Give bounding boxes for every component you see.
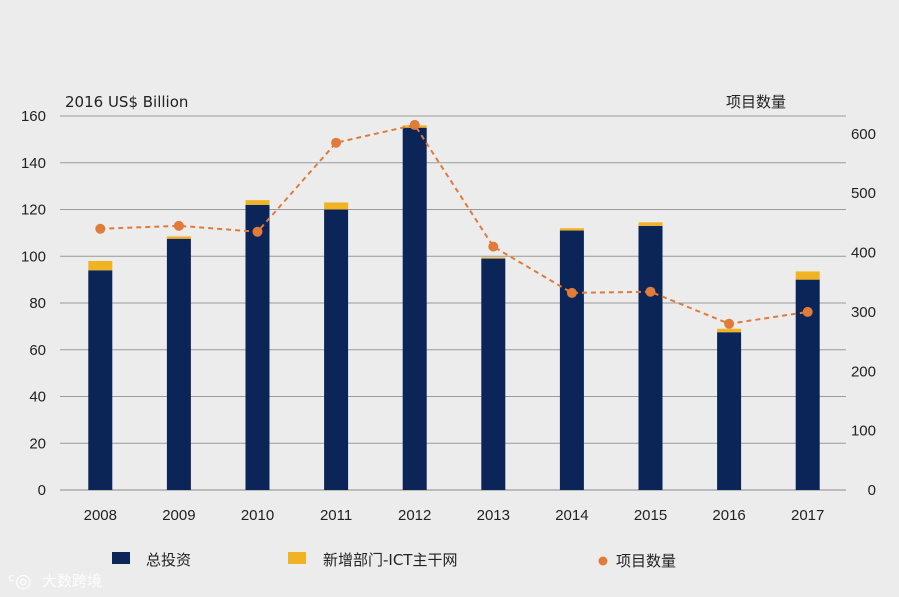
bar-ict-backbone (717, 328, 742, 333)
x-tick-label: 2009 (162, 507, 195, 524)
gridlines (60, 115, 846, 491)
x-tick-label: 2012 (398, 507, 431, 524)
legend-swatch-total-investment (112, 552, 130, 564)
right-axis-label: 项目数量 (726, 93, 786, 111)
bar-ict-backbone (481, 257, 506, 259)
project-count-point (566, 287, 577, 298)
watermark-text: 大数跨境 (42, 572, 102, 590)
left-tick-label: 80 (29, 295, 46, 312)
bar-ict-backbone (166, 236, 191, 239)
project-count-point (488, 241, 499, 252)
x-tick-label: 2010 (241, 507, 274, 524)
project-count-point (645, 286, 656, 297)
right-tick-label: 400 (851, 245, 876, 262)
bar-total-investment (638, 225, 663, 491)
left-tick-label: 100 (21, 248, 46, 265)
bar-total-investment (324, 209, 349, 490)
x-tick-label: 2008 (84, 507, 117, 524)
bar-total-investment (88, 270, 113, 490)
project-count-point (331, 137, 342, 148)
bar-ict-backbone (638, 222, 663, 226)
project-count-line (100, 123, 808, 325)
left-tick-label: 0 (38, 482, 46, 499)
bar-ict-backbone (795, 271, 820, 280)
bar-total-investment (481, 258, 506, 490)
line-series (95, 119, 813, 329)
project-count-point (802, 306, 813, 317)
left-tick-label: 60 (29, 342, 46, 359)
bar-total-investment (245, 204, 270, 490)
right-tick-label: 300 (851, 304, 876, 321)
right-tick-label: 500 (851, 185, 876, 202)
x-tick-label: 2011 (320, 507, 352, 524)
right-tick-label: 100 (851, 423, 876, 440)
project-count-point (173, 220, 184, 231)
watermark-logo-icon: ᶜ◎ (8, 570, 32, 592)
bar-series (88, 125, 820, 491)
x-tick-label: 2013 (477, 507, 510, 524)
legend-label-project-count: 项目数量 (616, 552, 676, 570)
axes: 0 20 40 60 80 100 120 140 160 0 100 200 300 400 500 600… (21, 108, 876, 524)
left-tick-label: 20 (29, 435, 46, 452)
legend: 总投资 新增部门-ICT主干网 项目数量 (112, 551, 676, 570)
bar-total-investment (717, 332, 742, 490)
right-tick-label: 200 (851, 363, 876, 380)
bar-ict-backbone (324, 202, 349, 210)
project-count-point (252, 226, 263, 237)
x-tick-label: 2015 (634, 507, 667, 524)
bar-total-investment (402, 127, 427, 490)
project-count-point (95, 223, 106, 234)
right-tick-label: 600 (851, 126, 876, 143)
legend-swatch-ict-backbone (288, 552, 306, 564)
left-tick-label: 160 (21, 108, 46, 125)
bar-total-investment (559, 230, 584, 490)
legend-label-ict-backbone: 新增部门-ICT主干网 (323, 551, 457, 569)
bar-ict-backbone (88, 260, 113, 271)
bar-ict-backbone (559, 228, 584, 231)
x-tick-label: 2016 (712, 507, 745, 524)
project-count-point (409, 119, 420, 130)
bar-total-investment (166, 238, 191, 490)
bar-ict-backbone (245, 200, 270, 205)
left-tick-label: 40 (29, 389, 46, 406)
left-axis-label: 2016 US$ Billion (65, 93, 188, 111)
project-count-point (724, 318, 735, 329)
left-tick-label: 120 (21, 202, 46, 219)
x-tick-label: 2017 (791, 507, 824, 524)
right-tick-label: 0 (868, 482, 876, 499)
legend-marker-project-count (598, 556, 608, 566)
legend-label-total-investment: 总投资 (146, 551, 191, 569)
x-tick-label: 2014 (555, 507, 588, 524)
watermark: ᶜ◎ 大数跨境 (8, 570, 102, 592)
left-tick-label: 140 (21, 155, 46, 172)
